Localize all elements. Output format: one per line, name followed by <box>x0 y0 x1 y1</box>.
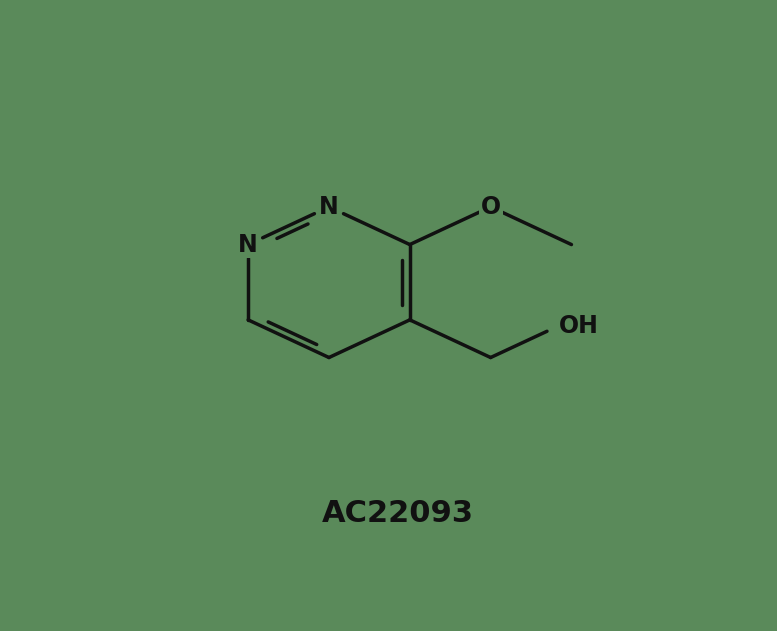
Text: O: O <box>480 195 500 219</box>
Text: N: N <box>319 195 339 219</box>
Text: OH: OH <box>559 314 599 338</box>
Text: N: N <box>239 233 258 257</box>
Text: AC22093: AC22093 <box>322 498 474 528</box>
